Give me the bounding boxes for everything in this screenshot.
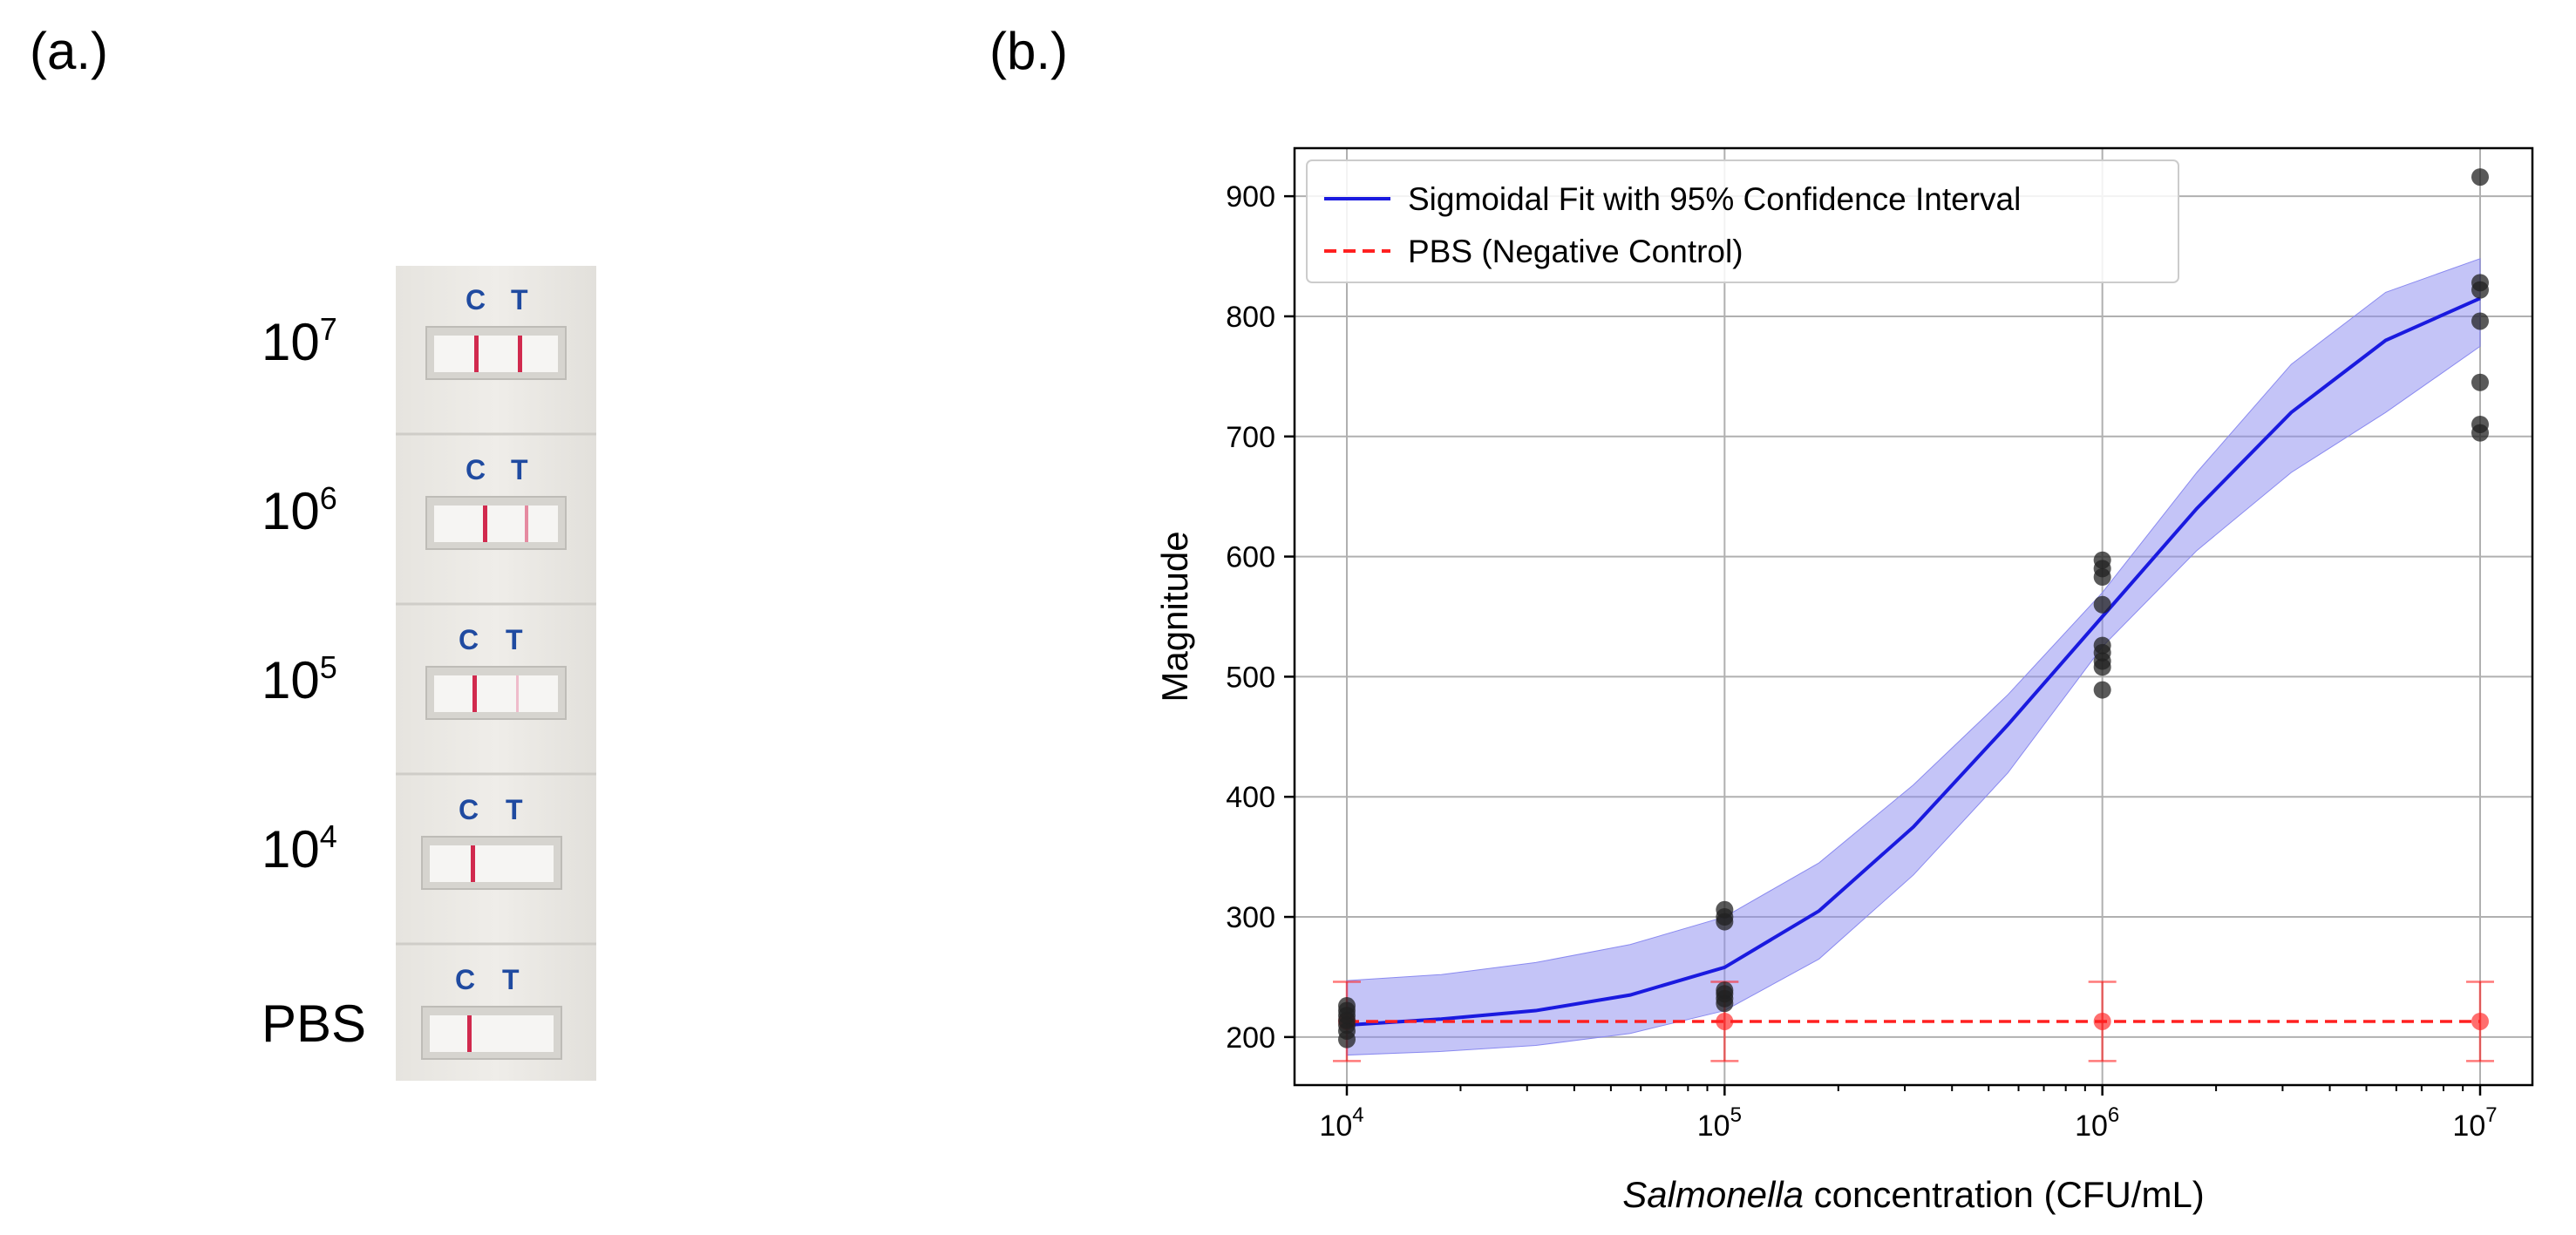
strip-4: C T	[421, 794, 562, 890]
measurement-point	[1716, 981, 1734, 1000]
y-tick-label: 300	[1226, 901, 1275, 934]
control-point	[2471, 1012, 2489, 1030]
legend: Sigmoidal Fit with 95% Confidence Interv…	[1306, 159, 2179, 283]
strip-2: C T	[425, 454, 567, 550]
y-tick-label: 400	[1226, 781, 1275, 814]
control-label: C	[466, 454, 486, 485]
x-tick-label: 105	[1697, 1103, 1742, 1143]
test-label: T	[502, 964, 520, 995]
x-axis-label: Salmonella concentration (CFU/mL)	[1622, 1174, 2205, 1215]
lateral-flow-strips-photo: C T C T C T C T C T	[396, 266, 596, 1081]
y-tick-label: 700	[1226, 421, 1275, 454]
x-tick-label: 106	[2075, 1103, 2119, 1143]
measurement-point	[2093, 681, 2111, 699]
test-line	[525, 506, 528, 542]
plot-frame	[1293, 146, 2534, 1087]
control-line	[471, 845, 475, 882]
y-tick-label: 200	[1226, 1021, 1275, 1055]
x-tick-label: 104	[1319, 1103, 1363, 1143]
measurement-point	[2093, 551, 2111, 569]
control-point	[1716, 1012, 1734, 1030]
control-label: C	[466, 284, 486, 316]
strip-5: C T	[421, 964, 562, 1060]
test-line	[518, 336, 522, 372]
y-tick-label: 900	[1226, 180, 1275, 214]
measurement-point	[2093, 595, 2111, 614]
measurement-points	[1338, 168, 2489, 1048]
measurement-point	[2471, 373, 2489, 391]
control-label: C	[459, 794, 479, 825]
legend-entry-fit: Sigmoidal Fit with 95% Confidence Interv…	[1408, 181, 2021, 217]
control-label: C	[455, 964, 475, 995]
strip-concentration-label: 107	[262, 311, 337, 371]
measurement-point	[2471, 312, 2489, 330]
measurement-point	[1338, 997, 1356, 1015]
control-line	[467, 1015, 472, 1052]
control-point	[2093, 1012, 2111, 1030]
y-tick-label: 600	[1226, 541, 1275, 574]
test-line	[516, 675, 519, 712]
test-label: T	[511, 284, 528, 316]
control-line	[472, 675, 477, 712]
grid	[1295, 148, 2532, 1085]
sigmoid-fit-line	[1346, 296, 2481, 1028]
strip-concentration-label: 104	[262, 818, 337, 879]
control-line	[474, 336, 479, 372]
axis-ticks: 200 300 400 500 600 700 800 900 104 105 106 107	[1226, 180, 2497, 1143]
measurement-point	[2471, 415, 2489, 433]
x-tick-label: 107	[2452, 1103, 2497, 1143]
y-axis-label: Magnitude	[1154, 531, 1195, 702]
strip-1: C T	[425, 284, 567, 380]
measurement-point	[2471, 168, 2489, 187]
y-tick-label: 500	[1226, 661, 1275, 694]
measurement-point	[1716, 900, 1734, 919]
test-label: T	[506, 794, 523, 825]
control-label: C	[459, 624, 479, 655]
y-tick-label: 800	[1226, 301, 1275, 334]
panel-a-label: (a.)	[30, 22, 108, 80]
control-line	[483, 506, 487, 542]
legend-entry-control: PBS (Negative Control)	[1408, 234, 1743, 269]
measurement-point	[2093, 636, 2111, 655]
strip-concentration-label: 105	[262, 649, 337, 709]
test-label: T	[506, 624, 523, 655]
strip-concentration-label: 106	[262, 480, 337, 540]
confidence-interval-band	[1346, 258, 2481, 1056]
test-label: T	[511, 454, 528, 485]
strip-3: C T	[425, 624, 567, 720]
panel-b-label: (b.)	[989, 22, 1068, 80]
strip-concentration-label: PBS	[262, 994, 367, 1053]
measurement-point	[2471, 274, 2489, 292]
